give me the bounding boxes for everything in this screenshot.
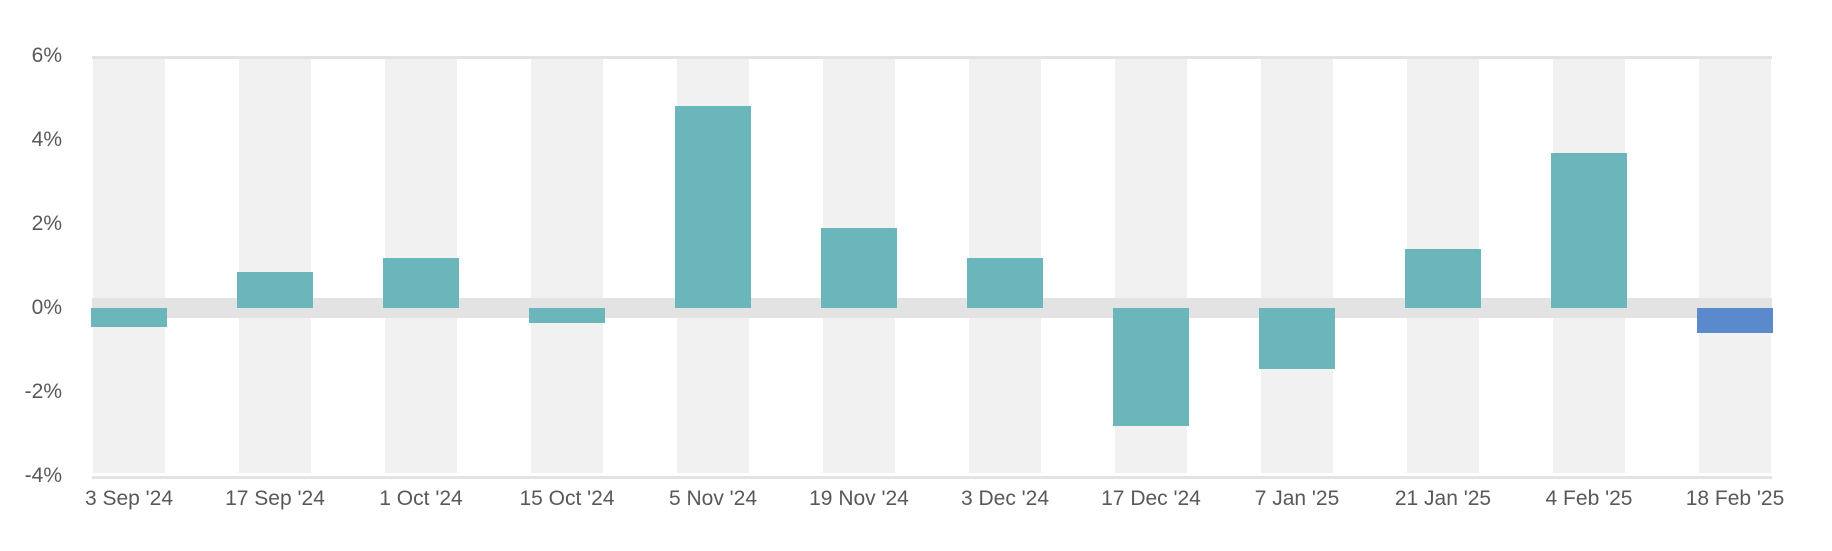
y-tick-label: 0% (31, 296, 62, 319)
bar-1-oct-24[interactable] (383, 257, 459, 308)
x-tick-label: 3 Sep '24 (84, 487, 174, 510)
plot-top-border (92, 56, 1772, 59)
y-tick-label: 6% (31, 44, 62, 67)
x-tick-label: 19 Nov '24 (809, 487, 909, 510)
bar-19-nov-24[interactable] (821, 228, 897, 308)
x-tick-label: 1 Oct '24 (379, 487, 463, 510)
bar-7-jan-25[interactable] (1259, 308, 1335, 369)
bar-4-feb-25[interactable] (1551, 152, 1627, 308)
bar-18-feb-25[interactable] (1697, 308, 1773, 334)
plot-bottom-border (92, 476, 1772, 479)
category-band (531, 59, 603, 473)
bar-17-sep-24[interactable] (237, 272, 313, 308)
x-tick-label: 7 Jan '25 (1254, 487, 1340, 510)
y-tick-label: -4% (24, 464, 62, 487)
x-tick-label: 17 Sep '24 (225, 487, 325, 510)
bar-21-jan-25[interactable] (1405, 249, 1481, 308)
plot-area (91, 56, 1773, 479)
bar-3-dec-24[interactable] (967, 257, 1043, 308)
category-band (1699, 59, 1771, 473)
x-tick-label: 4 Feb '25 (1545, 487, 1633, 510)
bar-17-dec-24[interactable] (1113, 308, 1189, 426)
x-tick-label: 5 Nov '24 (668, 487, 758, 510)
x-tick-label: 3 Dec '24 (960, 487, 1050, 510)
bar-5-nov-24[interactable] (675, 106, 751, 308)
y-tick-label: 2% (31, 212, 62, 235)
category-band (239, 59, 311, 473)
zero-line-band (92, 298, 1772, 318)
bar-3-sep-24[interactable] (91, 308, 167, 327)
bar-15-oct-24[interactable] (529, 308, 605, 323)
x-tick-label: 18 Feb '25 (1685, 487, 1785, 510)
y-tick-label: 4% (31, 128, 62, 151)
x-tick-label: 17 Dec '24 (1101, 487, 1201, 510)
x-tick-label: 21 Jan '25 (1394, 487, 1492, 510)
category-band (93, 59, 165, 473)
category-band (1261, 59, 1333, 473)
x-tick-label: 15 Oct '24 (519, 487, 615, 510)
y-tick-label: -2% (24, 380, 62, 403)
